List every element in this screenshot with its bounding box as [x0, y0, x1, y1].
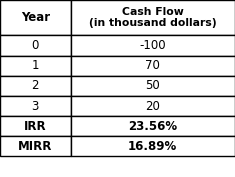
Bar [70, 56, 235, 76]
Text: 70: 70 [145, 59, 160, 72]
Text: 20: 20 [145, 99, 160, 113]
Bar [0, 136, 70, 156]
Text: 16.89%: 16.89% [128, 140, 177, 153]
Text: IRR: IRR [24, 120, 47, 133]
Text: Cash Flow
(in thousand dollars): Cash Flow (in thousand dollars) [89, 7, 217, 28]
Bar [0, 35, 70, 56]
Bar [70, 76, 235, 96]
Bar [70, 35, 235, 56]
Text: 50: 50 [145, 79, 160, 92]
Bar [0, 0, 70, 35]
Bar [0, 96, 70, 116]
Bar [70, 96, 235, 116]
Text: 1: 1 [31, 59, 39, 72]
Bar [0, 116, 70, 136]
Bar [0, 56, 70, 76]
Bar [0, 76, 70, 96]
Text: 0: 0 [31, 39, 39, 52]
Text: 23.56%: 23.56% [128, 120, 177, 133]
Bar [70, 116, 235, 136]
Text: 3: 3 [31, 99, 39, 113]
Text: -100: -100 [139, 39, 166, 52]
Text: MIRR: MIRR [18, 140, 52, 153]
Text: 2: 2 [31, 79, 39, 92]
Bar [70, 0, 235, 35]
Bar [70, 136, 235, 156]
Text: Year: Year [21, 11, 50, 24]
